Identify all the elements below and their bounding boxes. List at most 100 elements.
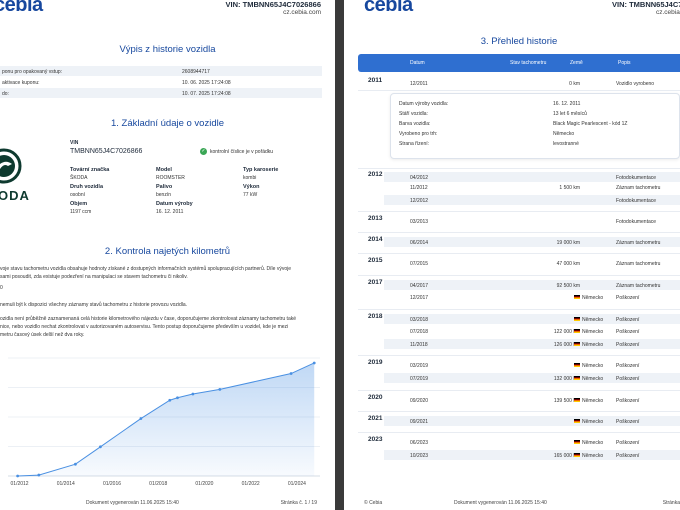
year-label: 2012 — [368, 171, 383, 178]
mileage-point — [218, 387, 222, 391]
year-separator — [358, 432, 680, 433]
coupon-value: 10. 07. 2025 17:24:08 — [182, 90, 231, 97]
vin-header: VIN: TMBNN65J4C7026866 cz.cebia.com — [226, 0, 321, 16]
section-1-title: 1. Základní údaje o vozidle — [110, 118, 225, 129]
row-odometer: 0 km — [569, 80, 580, 87]
row-description: Poškození — [616, 375, 640, 382]
row-description: Poškození — [616, 316, 640, 323]
row-description: Poškození — [616, 294, 640, 301]
history-row: 03/2019 Německo Poškození — [384, 360, 680, 370]
row-odometer: 47 000 km — [556, 260, 580, 267]
coupon-label: do: — [2, 90, 9, 97]
row-odometer: 122 000 km — [553, 328, 580, 335]
coupon-label: ponu pro opakovaný vstup: — [2, 68, 63, 75]
cebia-logo: cebia — [0, 0, 43, 16]
znacka-label: Tovární značka — [70, 167, 110, 173]
germany-flag-icon — [574, 295, 580, 299]
column-header-description: Popis — [618, 60, 631, 66]
x-tick-label: 01/2022 — [242, 481, 260, 487]
row-date: 07/2018 — [410, 328, 429, 335]
row-date: 12/2012 — [410, 197, 429, 204]
row-odometer: 19 000 km — [556, 239, 580, 246]
coupon-label: aktivace kuponu: — [2, 79, 40, 86]
detail-label: Stáří vozidla: — [399, 111, 428, 117]
history-row: 09/2021 Německo Poškození — [384, 416, 680, 426]
year-label: 2023 — [368, 436, 383, 443]
skoda-emblem-icon — [0, 148, 22, 184]
row-date: 09/2020 — [410, 397, 429, 404]
year-separator — [358, 355, 680, 356]
row-description: Poškození — [616, 439, 640, 446]
row-description: Vozidlo vyrobeno — [616, 80, 655, 87]
row-description: Záznam tachometru — [616, 239, 661, 246]
row-date: 03/2018 — [410, 316, 429, 323]
vin-header: VIN: TMBNN65J4C70 cz.cebia.com — [612, 0, 680, 16]
row-odometer: 165 000 km — [553, 452, 580, 459]
mileage-point — [16, 474, 20, 478]
footer-page-number: Stránka č. 1 / 19 — [280, 500, 317, 506]
year-separator — [358, 90, 680, 91]
germany-flag-icon — [574, 376, 580, 380]
history-row: 12/2011 0 km Vozidlo vyrobeno — [384, 78, 680, 88]
history-row: 06/2014 19 000 km Záznam tachometru — [384, 237, 680, 247]
check-icon: ✓ — [200, 148, 207, 155]
year-label: 2021 — [368, 415, 383, 422]
row-date: 04/2017 — [410, 282, 429, 289]
row-description: Poškození — [616, 341, 640, 348]
footer-generated: Dokument vygenerován 11.06.2025 15:40 — [454, 500, 547, 506]
coupon-value: 10. 06. 2025 17:24:08 — [182, 79, 231, 86]
row-date: 07/2015 — [410, 260, 429, 267]
x-tick-label: 01/2020 — [195, 481, 213, 487]
history-row: 07/2019 132 000 km Německo Poškození — [384, 373, 680, 383]
row-description: Záznam tachometru — [616, 184, 661, 191]
mileage-point — [74, 462, 77, 466]
detail-label: Strana řízení: — [399, 141, 430, 147]
detail-label: Barva vozidla: — [399, 121, 431, 127]
germany-flag-icon — [574, 453, 580, 457]
detail-label: Datum výroby vozidla: — [399, 101, 449, 107]
row-country: Německo — [574, 398, 603, 404]
row-description: Poškození — [616, 397, 640, 404]
history-row: 12/2012 Fotodokumentace — [384, 195, 680, 205]
objem-value: 1197 ccm — [70, 209, 92, 215]
year-separator — [358, 232, 680, 233]
row-date: 09/2021 — [410, 418, 429, 425]
checksum-note: kontrolní číslice je v pořádku — [210, 149, 274, 155]
row-country: Německo — [574, 376, 603, 382]
row-country: Německo — [574, 453, 603, 459]
row-description: Fotodokumentace — [616, 197, 657, 204]
row-country: Německo — [574, 440, 603, 446]
karoserie-value: kombi — [243, 175, 257, 181]
model-value: ROOMSTER — [156, 175, 185, 181]
year-label: 2015 — [368, 257, 383, 264]
column-header-odometer: Stav tachometru — [510, 60, 547, 66]
site-url: cz.cebia.com — [656, 9, 680, 16]
vin-label: VIN — [70, 140, 79, 146]
mileage-point — [37, 473, 41, 477]
coupon-row: aktivace kuponu: 10. 06. 2025 17:24:08 — [0, 77, 322, 87]
row-description: Poškození — [616, 328, 640, 335]
year-separator — [358, 168, 680, 169]
page-title: 3. Přehled historie — [480, 36, 558, 47]
palivo-label: Palivo — [156, 184, 173, 190]
page-title: Výpis z historie vozidla — [119, 44, 216, 55]
datum-label: Datum výroby — [156, 201, 193, 207]
druh-value: osobní — [70, 192, 86, 198]
mileage-point — [99, 445, 102, 449]
cebia-logo: cebia — [364, 0, 413, 16]
row-description: Záznam tachometru — [616, 260, 661, 267]
x-tick-label: 01/2024 — [288, 481, 306, 487]
mileage-point — [139, 417, 143, 420]
history-row: 07/2015 47 000 km Záznam tachometru — [384, 258, 680, 268]
report-page-1: cebia VIN: TMBNN65J4C7026866 cz.cebia.co… — [0, 0, 335, 510]
germany-flag-icon — [574, 419, 580, 423]
history-row: 03/2013 Fotodokumentace — [384, 216, 680, 226]
history-row: 09/2020 139 500 km Německo Poškození — [384, 395, 680, 405]
row-date: 06/2023 — [410, 439, 429, 446]
row-odometer: 139 500 km — [553, 397, 580, 404]
germany-flag-icon — [574, 342, 580, 346]
coupon-value: 2608944717 — [182, 68, 210, 75]
row-date: 07/2019 — [410, 375, 429, 382]
model-label: Model — [156, 167, 172, 173]
row-odometer: 92 500 km — [556, 282, 580, 289]
